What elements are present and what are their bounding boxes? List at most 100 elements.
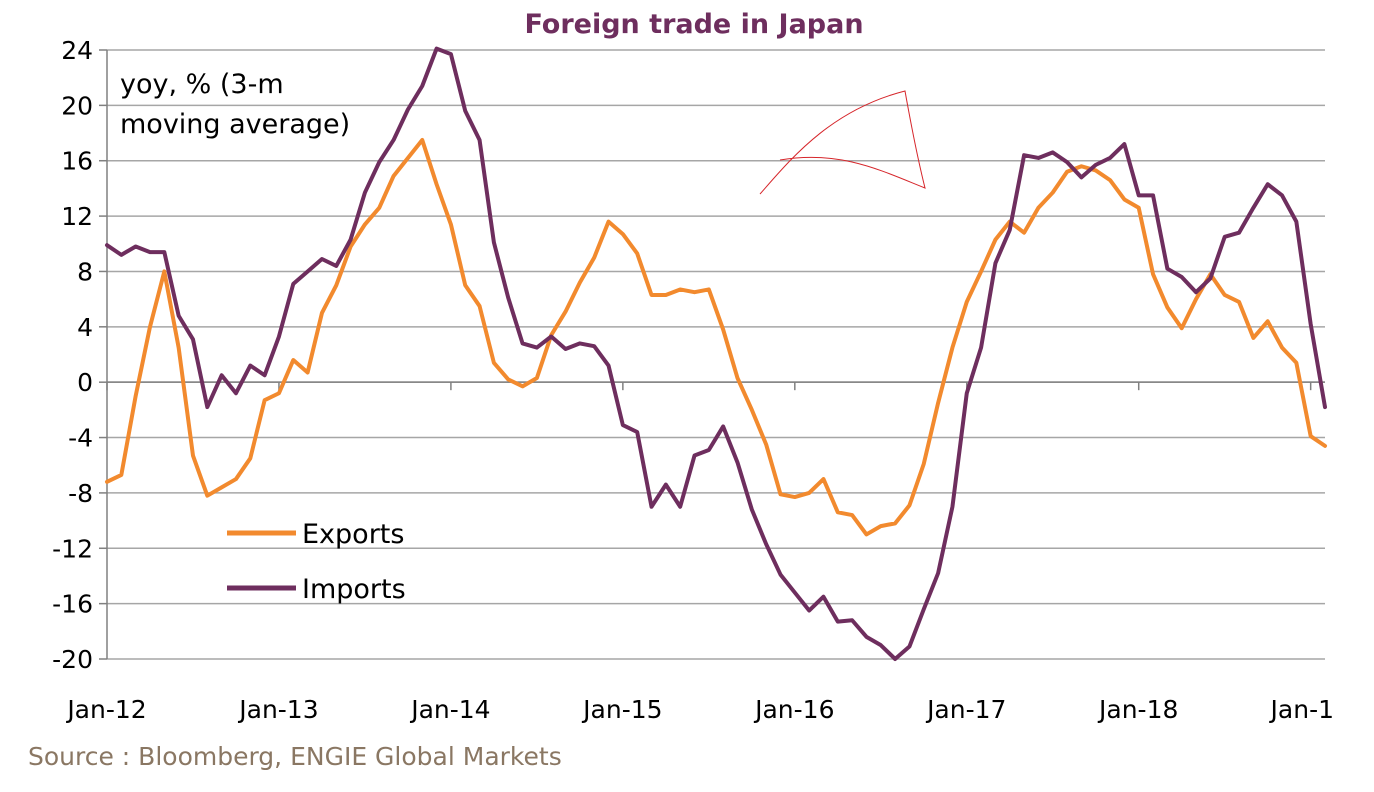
data-point-exports	[1323, 444, 1327, 448]
y-tick-label: -16	[52, 590, 93, 619]
data-point-imports	[1036, 156, 1040, 160]
series-line-exports	[105, 137, 1327, 537]
data-point-exports	[1108, 178, 1112, 182]
y-tick-label: -4	[68, 424, 93, 453]
data-point-imports	[549, 335, 553, 339]
data-point-imports	[1194, 290, 1198, 294]
data-point-exports	[936, 401, 940, 405]
data-point-imports	[664, 483, 668, 487]
data-point-imports	[650, 505, 654, 509]
data-point-exports	[435, 182, 439, 186]
data-point-exports	[836, 510, 840, 514]
y-tick-label: -12	[52, 534, 93, 563]
data-point-imports	[162, 250, 166, 254]
data-point-exports	[1079, 164, 1083, 168]
data-point-exports	[248, 456, 252, 460]
data-point-exports	[778, 492, 782, 496]
data-point-exports	[735, 376, 739, 380]
data-point-imports	[406, 108, 410, 112]
y-tick-label: 20	[61, 91, 93, 120]
data-point-exports	[1280, 346, 1284, 350]
x-tick-label: Jan-12	[65, 695, 146, 724]
data-point-imports	[1008, 228, 1012, 232]
data-point-imports	[1051, 150, 1055, 154]
data-point-imports	[1323, 405, 1327, 409]
data-point-exports	[492, 361, 496, 365]
data-point-exports	[922, 462, 926, 466]
data-point-imports	[965, 391, 969, 395]
data-point-exports	[105, 480, 109, 484]
data-point-exports	[506, 377, 510, 381]
data-point-exports	[263, 398, 267, 402]
data-point-imports	[922, 607, 926, 611]
data-point-imports	[521, 341, 525, 345]
data-point-imports	[1079, 175, 1083, 179]
data-point-exports	[306, 370, 310, 374]
data-point-exports	[993, 238, 997, 242]
data-point-imports	[105, 243, 109, 247]
data-point-imports	[778, 573, 782, 577]
legend-label-exports: Exports	[302, 519, 404, 550]
x-tick-label: Jan-15	[581, 695, 662, 724]
y-tick-label: 0	[77, 368, 93, 397]
data-point-exports	[707, 287, 711, 291]
data-point-exports	[406, 156, 410, 160]
data-point-imports	[807, 609, 811, 613]
data-point-exports	[578, 281, 582, 285]
data-point-imports	[793, 591, 797, 595]
chart-annotation-line-1: yoy, % (3-m	[120, 69, 284, 100]
data-point-exports	[320, 311, 324, 315]
data-point-exports	[821, 477, 825, 481]
data-point-imports	[979, 346, 983, 350]
data-point-imports	[148, 250, 152, 254]
data-point-imports	[506, 296, 510, 300]
data-point-imports	[177, 314, 181, 318]
data-point-exports	[621, 232, 625, 236]
data-point-exports	[277, 391, 281, 395]
data-point-exports	[893, 521, 897, 525]
data-series	[105, 46, 1327, 661]
data-point-imports	[821, 595, 825, 599]
data-point-exports	[693, 290, 697, 294]
data-point-imports	[277, 335, 281, 339]
data-point-exports	[1165, 305, 1169, 309]
y-tick-label: 8	[77, 257, 93, 286]
series-line-imports	[105, 46, 1327, 661]
data-point-exports	[1137, 206, 1141, 210]
data-point-exports	[234, 477, 238, 481]
data-point-exports	[363, 222, 367, 226]
data-point-imports	[592, 344, 596, 348]
data-point-imports	[1065, 160, 1069, 164]
chart-title: Foreign trade in Japan	[524, 9, 863, 40]
data-point-exports	[392, 174, 396, 178]
data-point-exports	[291, 358, 295, 362]
data-point-imports	[993, 261, 997, 265]
data-point-exports	[1065, 170, 1069, 174]
data-point-imports	[1165, 267, 1169, 271]
data-point-imports	[306, 269, 310, 273]
data-point-imports	[693, 454, 697, 458]
data-point-imports	[492, 240, 496, 244]
hand-drawn-mark	[759, 90, 926, 195]
y-tick-label: 16	[61, 147, 93, 176]
data-point-imports	[320, 257, 324, 261]
data-point-exports	[764, 442, 768, 446]
y-axis-ticks: 24 20 16 12 8 4 0 -4 -8 -12 -16 -20	[52, 36, 107, 674]
data-point-exports	[134, 394, 138, 398]
x-tick-label: Jan-16	[753, 695, 834, 724]
data-point-exports	[1309, 434, 1313, 438]
data-point-exports	[349, 245, 353, 249]
data-point-exports	[1151, 272, 1155, 276]
data-point-imports	[1266, 182, 1270, 186]
y-tick-label: 4	[77, 313, 93, 342]
axes	[106, 50, 1325, 659]
data-point-imports	[1237, 231, 1241, 235]
y-tick-label: -20	[52, 645, 93, 674]
source-note: Source : Bloomberg, ENGIE Global Markets	[28, 742, 562, 771]
x-axis-ticks: Jan-12 Jan-13 Jan-14 Jan-15 Jan-16 Jan-17 Jan-…	[65, 382, 1334, 724]
data-point-imports	[864, 635, 868, 639]
data-point-imports	[836, 620, 840, 624]
data-point-exports	[864, 532, 868, 536]
y-tick-label: 24	[61, 36, 93, 65]
data-point-exports	[979, 269, 983, 273]
